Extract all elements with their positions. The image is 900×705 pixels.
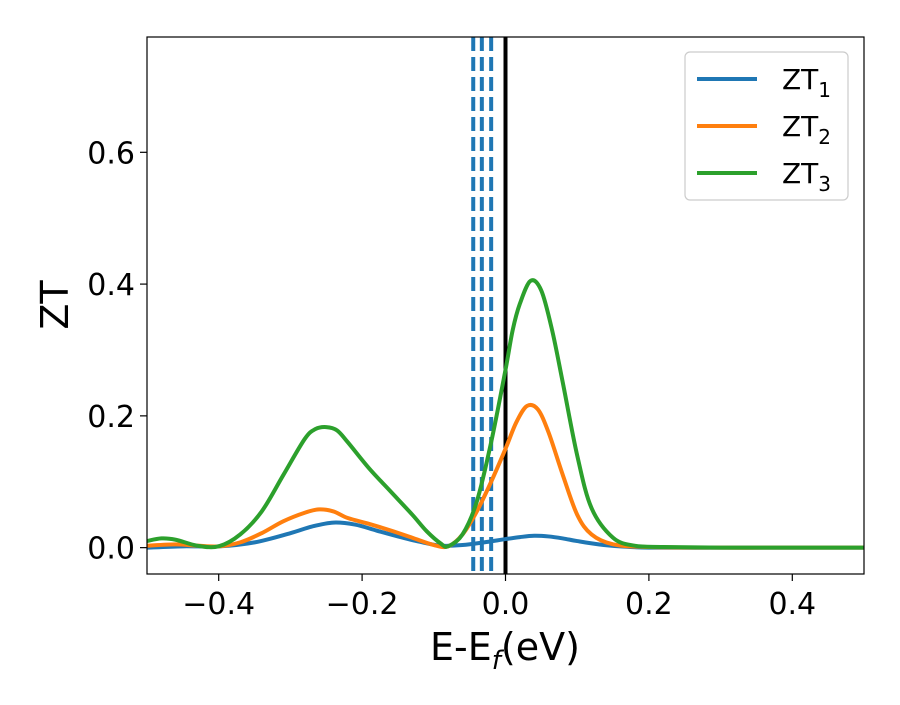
series-line-zt3 <box>147 278 864 550</box>
y-tick-label: 0.2 <box>87 400 135 435</box>
x-axis-ticks: −0.4 −0.2 0.0 0.2 0.4 <box>182 574 816 622</box>
x-tick-label: 0.0 <box>482 587 530 622</box>
y-tick-label: 0.6 <box>87 136 135 171</box>
x-axis-label: E-Ef(eV) <box>430 625 580 676</box>
x-tick-label: 0.4 <box>768 587 816 622</box>
legend-label-zt1: ZT1 <box>782 63 831 102</box>
y-axis-ticks: 0.0 0.2 0.4 0.6 <box>87 136 147 567</box>
legend-label-zt2: ZT2 <box>782 110 831 149</box>
x-tick-label: −0.2 <box>326 587 399 622</box>
legend-box <box>684 51 849 201</box>
legend: ZT1 ZT2 ZT3 <box>684 51 849 201</box>
series-group <box>147 278 864 550</box>
legend-label-zt3: ZT3 <box>782 157 831 196</box>
x-tick-label: 0.2 <box>625 587 673 622</box>
y-tick-label: 0.0 <box>87 532 135 567</box>
y-axis-label: ZT <box>33 280 77 330</box>
x-axis-label-unit: (eV) <box>501 625 580 669</box>
x-tick-label: −0.4 <box>182 587 255 622</box>
y-tick-label: 0.4 <box>87 268 135 303</box>
